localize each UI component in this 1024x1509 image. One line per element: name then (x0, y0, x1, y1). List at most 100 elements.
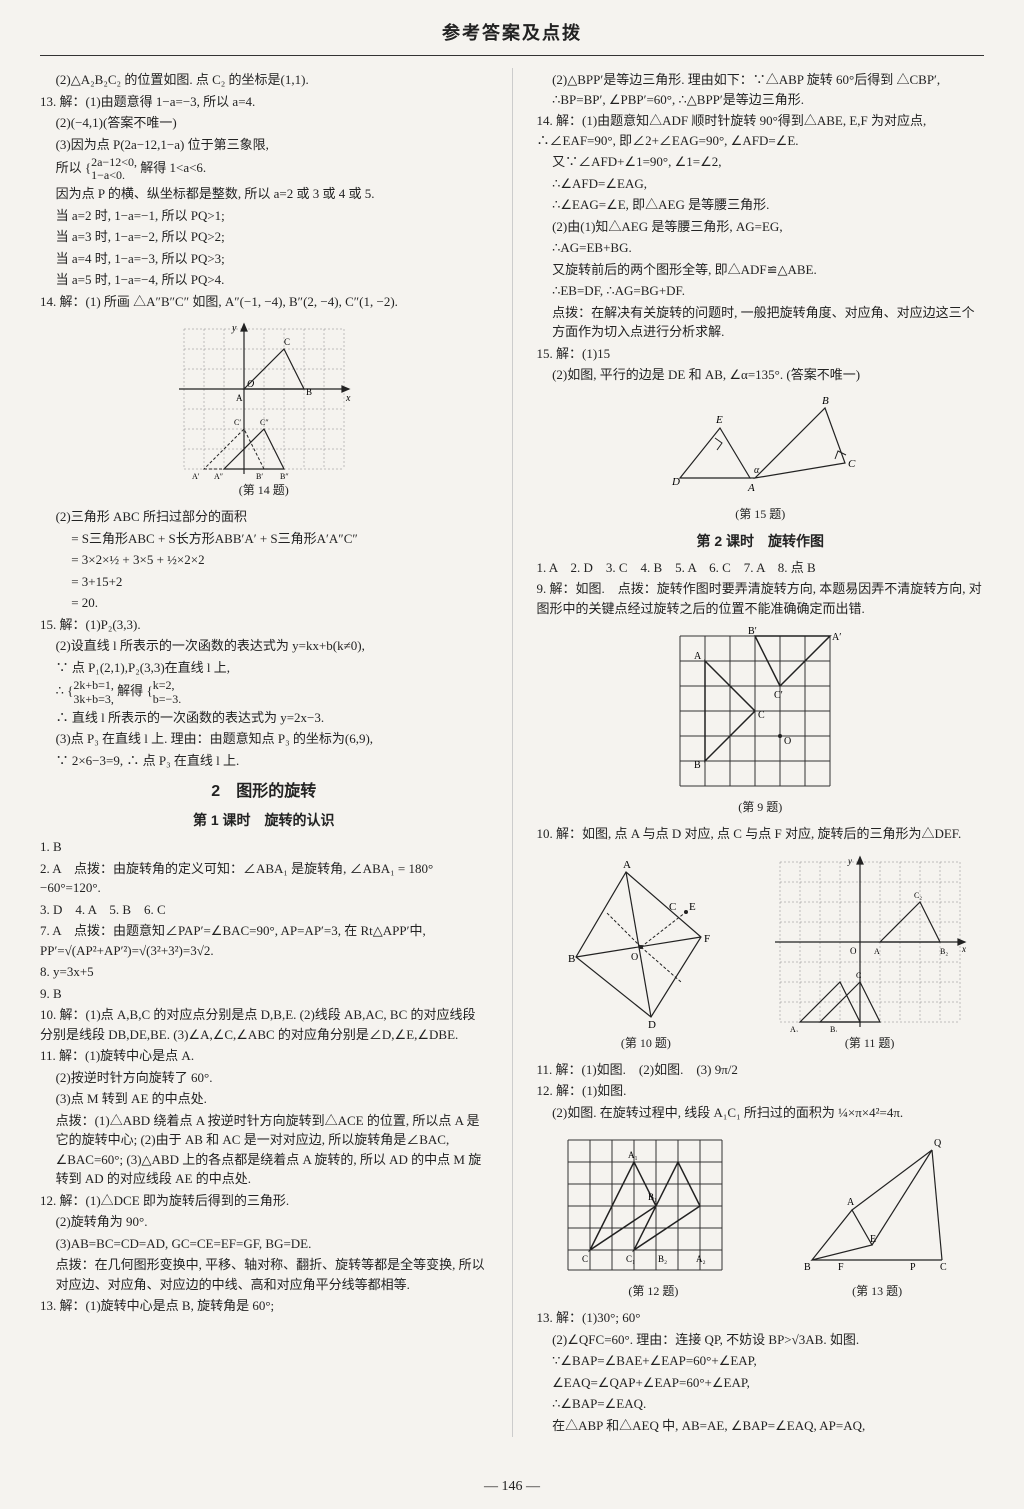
text-line: ∴ 直线 l 所表示的一次函数的表达式为 y=2x−3. (40, 708, 488, 728)
text-line: 当 a=4 时, 1−a=−3, 所以 PQ>3; (40, 249, 488, 269)
answer-line: 1. B (40, 837, 488, 857)
text-line: 14. 解：(1)由题意知△ADF 顺时针旋转 90°得到△ABE, E,F 为… (537, 111, 985, 150)
svg-text:F: F (838, 1262, 844, 1273)
answer-line: 11. 解：(1)旋转中心是点 A. (40, 1046, 488, 1066)
text-line: (3)因为点 P(2a−12,1−a) 位于第三象限, (40, 135, 488, 155)
text-line: (2)△A₂B₂C₂ 的位置如图. 点 C₂ 的坐标是(1,1). (40, 70, 488, 90)
svg-text:C′: C′ (234, 418, 241, 427)
column-divider (512, 68, 513, 1437)
svg-text:A: A (747, 482, 755, 494)
text-line: (2)三角形 ABC 所扫过部分的面积 (40, 507, 488, 527)
svg-text:B: B (568, 953, 575, 965)
svg-text:C: C (284, 337, 290, 347)
svg-text:A: A (236, 393, 243, 403)
text-line: (2)(−4,1)(答案不唯一) (40, 113, 488, 133)
figure-14-caption: (第 14 题) (239, 481, 289, 499)
brace-line: 3k+b=3, (73, 693, 114, 706)
text-line: = 20. (40, 593, 488, 613)
answer-line: 点拨：在几何图形变换中, 平移、轴对称、翻折、旋转等都是全等变换, 所以对应边、… (40, 1255, 488, 1294)
brace-line: 1−a<0. (91, 169, 137, 182)
svg-text:x: x (345, 393, 351, 404)
answer-line: 12. 解：(1)△DCE 即为旋转后得到的三角形. (40, 1191, 488, 1211)
figure-15: D E A B C α (第 15 题) (537, 393, 985, 523)
answer-line: 13. 解：(1)旋转中心是点 B, 旋转角是 60°; (40, 1296, 488, 1316)
svg-text:B₂: B₂ (658, 1254, 667, 1264)
answer-line: (3)点 M 转到 AE 的中点处. (40, 1089, 488, 1109)
text-line: = 3×2×½ + 3×5 + ½×2×2 (40, 550, 488, 570)
figure-13-caption: (第 13 题) (852, 1282, 902, 1300)
svg-text:D: D (648, 1019, 656, 1031)
svg-text:B: B (822, 395, 829, 407)
text-line: ∵ 点 P₁(2,1),P₂(3,3)在直线 l 上, (40, 658, 488, 678)
svg-text:C: C (758, 710, 765, 721)
answer-line: 8. y=3x+5 (40, 962, 488, 982)
answer-line: 10. 解：(1)点 A,B,C 的对应点分别是点 D,B,E. (2)线段 A… (40, 1005, 488, 1044)
inline-text: 解得 1<a<6. (140, 160, 206, 175)
text-line: (2)如图, 平行的边是 DE 和 AB, ∠α=135°. (答案不唯一) (537, 365, 985, 385)
figure-13: B F A E Q C P (第 13 题) (792, 1130, 962, 1300)
svg-text:y: y (231, 323, 237, 334)
figure-9: A B C B′ A′ C′ O (第 9 题) (537, 626, 985, 816)
text-line: 所以 { 2a−12<0, 1−a<0. 解得 1<a<6. (40, 156, 488, 182)
figure-14-svg: O x y A B C C (174, 319, 354, 479)
figure-12-13-row: C A₁ B₁ C₁ A₂ B₂ (第 12 题) (537, 1130, 985, 1300)
lesson-1-title: 第 1 课时 旋转的认识 (40, 810, 488, 831)
brace-line: b=−3. (153, 693, 182, 706)
answer-line: 10. 解：如图, 点 A 与点 D 对应, 点 C 与点 F 对应, 旋转后的… (537, 824, 985, 844)
text-line: ∴∠AFD=∠EAG, (537, 174, 985, 194)
figure-14: O x y A B C C (40, 319, 488, 499)
svg-text:C″: C″ (260, 418, 269, 427)
svg-text:F: F (704, 933, 710, 945)
figure-11: O x y C₂ A B₂ A₁ B₁ C (第 11 题) (770, 852, 970, 1052)
answer-line: (3)AB=BC=CD=AD, GC=CE=EF=GF, BG=DE. (40, 1234, 488, 1254)
svg-text:E: E (870, 1234, 876, 1245)
svg-text:B′: B′ (256, 472, 263, 479)
text-line: 当 a=3 时, 1−a=−2, 所以 PQ>2; (40, 227, 488, 247)
text-line: ∴EB=DF, ∴AG=BG+DF. (537, 281, 985, 301)
page-header: 参考答案及点拨 (40, 20, 984, 56)
svg-text:B₂: B₂ (940, 947, 948, 956)
inline-text: 解得 (117, 684, 143, 699)
svg-text:α: α (754, 465, 760, 476)
inline-text: ∴ (56, 684, 64, 699)
svg-text:Q: Q (934, 1138, 942, 1149)
svg-text:y: y (847, 856, 852, 866)
text-line: 15. 解：(1)P₂(3,3). (40, 615, 488, 635)
answer-line: 7. A 点拨：由题意知∠PAP′=∠BAC=90°, AP=AP′=3, 在 … (40, 921, 488, 960)
svg-text:A: A (847, 1197, 855, 1208)
figure-15-caption: (第 15 题) (735, 505, 785, 523)
answer-line: 13. 解：(1)30°; 60° (537, 1308, 985, 1328)
svg-text:C₂: C₂ (914, 891, 922, 900)
text-line: 点拨：在解决有关旋转的问题时, 一般把旋转角度、对应角、对应边这三个方面作为切入… (537, 303, 985, 342)
svg-text:P: P (910, 1262, 916, 1273)
text-line: ∴∠EAG=∠E, 即△AEG 是等腰三角形. (537, 195, 985, 215)
text-line: 又∵∠AFD+∠1=90°, ∠1=∠2, (537, 152, 985, 172)
svg-text:A″: A″ (214, 472, 223, 479)
lesson-2-title: 第 2 课时 旋转作图 (537, 531, 985, 552)
svg-text:O: O (784, 736, 791, 747)
svg-text:C: C (669, 901, 676, 913)
answer-line: 点拨：(1)△ABD 绕着点 A 按逆时针方向旋转到△ACE 的位置, 所以点 … (40, 1111, 488, 1189)
svg-text:A: A (694, 651, 702, 662)
text-line: 13. 解：(1)由题意得 1−a=−3, 所以 a=4. (40, 92, 488, 112)
answer-line: 1. A 2. D 3. C 4. B 5. A 6. C 7. A 8. 点 … (537, 558, 985, 578)
answer-line: ∠EAQ=∠QAP+∠EAP=60°+∠EAP, (537, 1373, 985, 1393)
answer-line: ∵∠BAP=∠BAE+∠EAP=60°+∠EAP, (537, 1351, 985, 1371)
svg-text:B: B (306, 387, 312, 397)
answer-line: 在△ABP 和△AEQ 中, AB=AE, ∠BAP=∠EAQ, AP=AQ, (537, 1416, 985, 1436)
svg-text:x: x (961, 944, 966, 954)
brace-line: k=2, (153, 679, 182, 692)
svg-text:O: O (631, 952, 638, 963)
svg-text:C′: C′ (774, 690, 783, 701)
svg-text:C: C (856, 971, 861, 980)
svg-text:C₁: C₁ (626, 1254, 635, 1264)
brace-line: 2k+b=1, (73, 679, 114, 692)
figure-13-svg: B F A E Q C P (792, 1130, 962, 1280)
figure-9-caption: (第 9 题) (738, 798, 782, 816)
text-line: 14. 解：(1) 所画 △A″B″C″ 如图, A″(−1, −4), B″(… (40, 292, 488, 312)
svg-text:O: O (850, 946, 857, 956)
text-line: (2)由(1)知△AEG 是等腰三角形, AG=EG, (537, 217, 985, 237)
figure-12-svg: C A₁ B₁ C₁ A₂ B₂ (558, 1130, 748, 1280)
text-line: ∴AG=EB+BG. (537, 238, 985, 258)
answer-line: ∴∠BAP=∠EAQ. (537, 1394, 985, 1414)
